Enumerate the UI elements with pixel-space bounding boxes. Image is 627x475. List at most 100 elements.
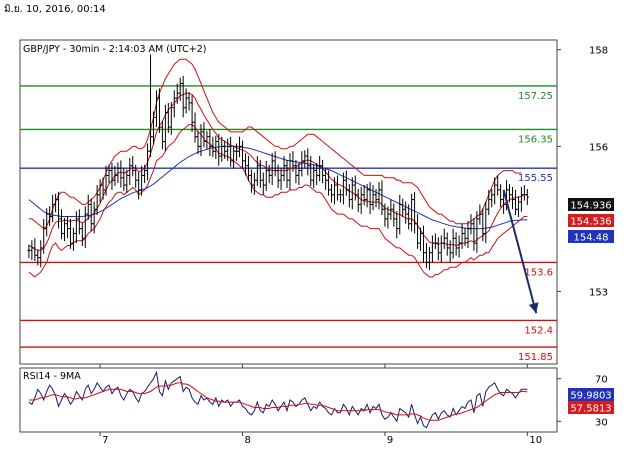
- indicator-line-3: [28, 145, 528, 230]
- indicator-line-0: [28, 124, 528, 278]
- price-bars: [27, 54, 529, 271]
- price-badge-1: 154.536: [568, 214, 614, 228]
- price-bar: [463, 227, 467, 247]
- price-bar: [291, 151, 295, 172]
- price-tick-label-0: 153: [589, 287, 608, 298]
- price-bar: [513, 189, 518, 216]
- price-bar: [323, 167, 328, 190]
- price-bar: [160, 121, 165, 150]
- price-bar: [499, 184, 503, 208]
- price-bar: [249, 169, 254, 193]
- price-bar: [175, 83, 179, 104]
- price-bar: [116, 162, 120, 184]
- forecast-arrow: [502, 189, 539, 314]
- price-bar: [208, 128, 212, 157]
- price-bar: [276, 164, 280, 188]
- price-bar: [374, 188, 378, 208]
- price-bar: [279, 167, 283, 190]
- price-bar: [359, 187, 363, 215]
- price-tick-label-1: 156: [589, 142, 608, 153]
- price-bar: [460, 223, 464, 249]
- price-bar: [297, 162, 301, 186]
- price-bar: [270, 153, 274, 186]
- price-bar: [507, 184, 512, 203]
- price-bar: [427, 246, 432, 271]
- price-bar: [469, 214, 473, 235]
- price-bar: [371, 185, 375, 211]
- svg-text:57.5813: 57.5813: [570, 404, 611, 415]
- price-bar: [163, 104, 167, 152]
- price-bar: [501, 191, 506, 215]
- price-bar: [74, 211, 78, 244]
- price-bar: [101, 177, 105, 200]
- price-bar: [338, 188, 343, 203]
- rsi-lines: [28, 370, 528, 429]
- price-bar: [89, 198, 93, 232]
- price-bar: [187, 92, 191, 111]
- timestamp-header: มิ.ย. 10, 2016, 00:14: [4, 4, 106, 15]
- price-bar: [522, 185, 526, 201]
- level-label-3: 153.6: [524, 267, 553, 278]
- price-bar: [448, 240, 452, 263]
- price-bar: [383, 203, 387, 227]
- price-bar: [65, 216, 70, 239]
- price-bar: [457, 235, 461, 258]
- price-bar: [392, 203, 396, 227]
- price-bar: [510, 187, 515, 210]
- price-panel: 157.25 156.35 155.55 153.6 152.4 151.85 GBP/J…: [19, 39, 614, 365]
- price-bar: [39, 240, 43, 268]
- price-bar: [181, 75, 185, 118]
- price-badge-0: 154.936: [568, 198, 614, 212]
- price-bar: [145, 143, 150, 181]
- arrow-shaft: [502, 189, 538, 314]
- price-bar: [107, 164, 111, 184]
- price-bar: [341, 172, 345, 205]
- price-bar: [199, 124, 203, 157]
- price-bar: [481, 208, 485, 242]
- price-bar: [184, 88, 188, 114]
- price-bar: [504, 180, 509, 211]
- price-bar: [56, 191, 61, 229]
- price-bar: [51, 194, 55, 223]
- price-bar: [347, 184, 351, 208]
- price-bar: [362, 185, 366, 206]
- price-bar: [98, 179, 102, 203]
- price-bar: [487, 189, 491, 216]
- price-tick-label-2: 158: [589, 46, 608, 57]
- price-bar: [154, 90, 159, 128]
- price-bar: [193, 112, 197, 143]
- price-bar: [421, 225, 426, 263]
- price-bar: [80, 222, 84, 247]
- price-bar: [309, 156, 313, 187]
- time-tick-label-3: 10: [529, 435, 542, 446]
- price-bar: [451, 228, 455, 259]
- indicator-line-1: [28, 58, 522, 230]
- rsi-tick-label-0: 30: [595, 417, 608, 428]
- price-bar: [143, 164, 147, 184]
- rsi-chart-title: RSI14 - 9MA: [23, 371, 81, 382]
- price-bar: [484, 201, 488, 244]
- price-bar: [62, 217, 67, 242]
- price-bar: [410, 193, 414, 232]
- price-bar: [119, 160, 123, 188]
- price-bar: [282, 156, 286, 182]
- price-bar: [27, 244, 31, 259]
- price-bar: [234, 143, 239, 161]
- price-bar: [398, 194, 402, 235]
- rsi-badge-0: 59.9803: [568, 388, 614, 402]
- price-bar: [113, 165, 117, 187]
- price-bar: [415, 214, 420, 249]
- price-bar: [243, 153, 248, 176]
- price-bar: [36, 249, 40, 266]
- price-bar: [525, 188, 529, 205]
- price-bar: [350, 177, 354, 210]
- time-tick-label-1: 8: [245, 435, 251, 446]
- price-bar: [131, 156, 135, 177]
- price-bar: [95, 185, 99, 216]
- rsi-badge-1: 57.5813: [568, 401, 614, 415]
- price-bar: [401, 198, 405, 217]
- price-bar: [68, 218, 73, 249]
- price-bar: [436, 237, 440, 261]
- price-bar: [217, 133, 221, 166]
- price-bar: [306, 148, 310, 176]
